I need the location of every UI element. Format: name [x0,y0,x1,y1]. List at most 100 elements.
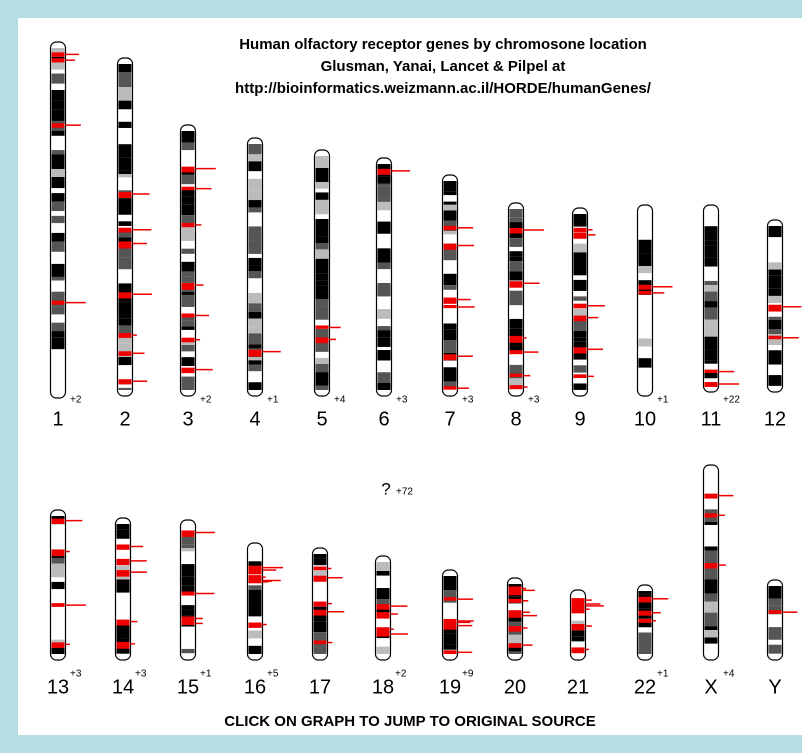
band [182,197,195,205]
chromosome-label: Y [768,676,781,698]
gene-mark [117,642,130,649]
gene-mark [510,350,523,354]
extra-count: +1 [657,669,669,680]
band [769,320,782,330]
gene-mark [182,338,195,343]
gene-mark [639,619,652,623]
gene-mark [117,544,130,549]
band [249,258,262,265]
band [182,277,195,283]
band [705,301,718,307]
gene-mark [444,226,457,230]
band [705,630,718,637]
band [119,301,132,315]
extra-count: +3 [135,669,147,680]
band [182,605,195,610]
gene-mark [314,641,327,645]
band [705,245,718,257]
band [52,193,65,201]
band [249,303,262,307]
band [249,154,262,161]
band [705,637,718,643]
gene-mark [444,619,457,626]
footer[interactable]: CLICK ON GRAPH TO JUMP TO ORIGINAL SOURC… [224,713,595,730]
band [639,632,652,643]
gene-mark [119,351,132,356]
band [182,357,195,366]
band [705,517,718,521]
gene-mark [182,283,195,290]
band [52,169,65,177]
gene-mark [444,305,457,308]
band [510,261,523,271]
band [52,155,65,169]
band [444,231,457,234]
chromosome-label: 20 [504,676,526,698]
band [705,626,718,630]
band [314,632,327,647]
band [249,312,262,319]
band [52,233,65,242]
gene-mark [769,336,782,339]
extra-count: +3 [528,395,540,406]
band [639,644,652,654]
gene-mark [574,347,587,353]
band [378,184,391,187]
chromosome-label: 1 [52,408,63,430]
extra-count: +2 [70,395,82,406]
chromosome-label: 13 [47,676,69,698]
chromosome-label: 4 [249,408,260,430]
gene-mark [119,379,132,384]
karyogram[interactable]: Human olfactory receptor genes by chromo… [18,18,802,735]
band [378,383,391,390]
band [574,365,587,372]
band [705,580,718,594]
gene-mark [572,647,585,653]
extra-count: +3 [462,395,474,406]
band [249,328,262,334]
band [444,367,457,381]
band [316,230,329,236]
band [182,249,195,254]
chromosome-label: 9 [574,408,585,430]
band [52,331,65,337]
band [249,360,262,364]
gene-mark [119,292,132,298]
gene-mark [510,281,523,287]
band [182,577,195,586]
band [574,296,587,300]
band [444,329,457,340]
band [639,240,652,254]
gene-mark [705,370,718,373]
band [444,202,457,205]
band [119,171,132,174]
gene-mark [377,612,390,619]
gene-mark [249,580,262,583]
band [510,209,523,217]
band [52,264,65,269]
chromosome-label: 5 [316,408,327,430]
band [249,585,262,590]
extra-count: +4 [723,669,735,680]
extra-count: +9 [462,669,474,680]
band [510,238,523,247]
gene-mark [509,614,522,618]
band [249,365,262,372]
band [769,645,782,654]
band [119,319,132,326]
band [377,647,390,654]
band [316,249,329,258]
band [705,602,718,613]
band [316,372,329,385]
band [182,610,195,615]
band [705,350,718,360]
gene-mark [182,167,195,173]
chromosome-label: 11 [701,408,722,430]
band [705,594,718,602]
band [249,144,262,154]
band [444,181,457,192]
gene-mark [639,291,652,295]
band [117,624,130,638]
band [705,522,718,525]
gene-mark [52,58,65,62]
